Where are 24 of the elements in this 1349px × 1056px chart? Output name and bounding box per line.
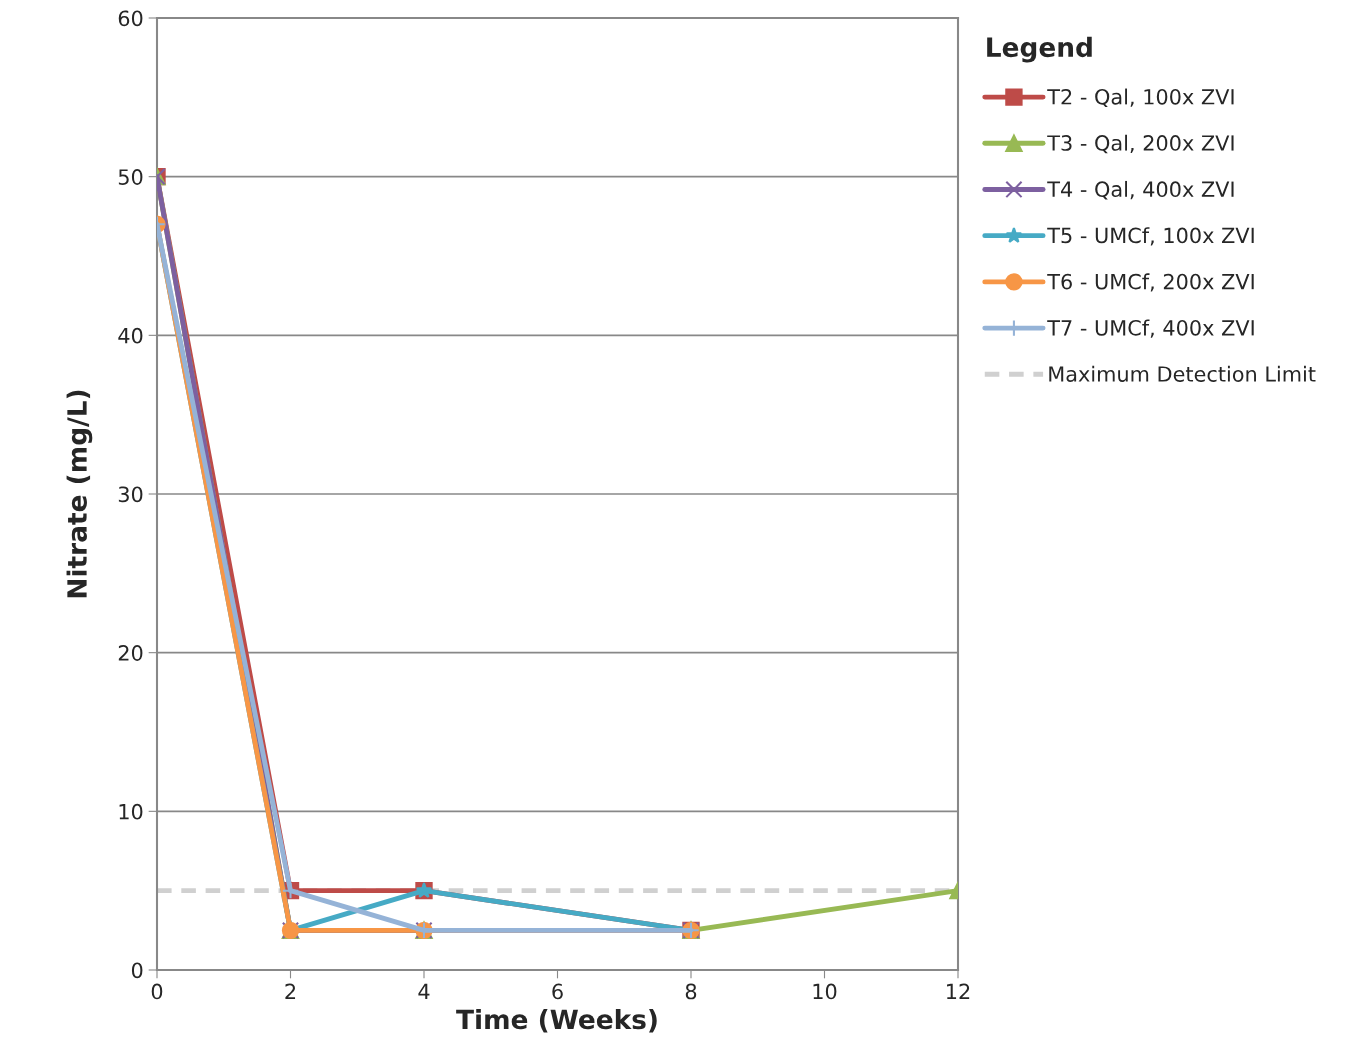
legend-label: T6 - UMCf, 200x ZVI <box>1047 273 1254 292</box>
legend-label: T2 - Qal, 100x ZVI <box>1047 88 1234 108</box>
y-tick-label: 60 <box>118 10 143 27</box>
x-axis-title: Time (Weeks) <box>456 1008 657 1033</box>
x-tick-label: 6 <box>552 983 563 1000</box>
y-axis-title: Nitrate (mg/L) <box>66 390 93 598</box>
x-tick-label: 4 <box>418 983 430 1000</box>
x-tick-label: 2 <box>285 983 296 1000</box>
legend-label: Maximum Detection Limit <box>1049 365 1316 382</box>
y-tick-label: 10 <box>119 803 143 820</box>
x-tick-label: 8 <box>685 983 697 1000</box>
legend-label: T7 - UMCf, 400x ZVI <box>1047 319 1254 338</box>
y-tick-label: 30 <box>118 486 143 503</box>
x-tick-label: 10 <box>813 983 837 1000</box>
y-tick-label: 40 <box>118 327 143 344</box>
legend-label: T3 - Qal, 200x ZVI <box>1047 134 1234 154</box>
legend-label: T5 - UMCf, 100x ZVI <box>1047 227 1254 246</box>
y-tick-label: 50 <box>118 169 143 185</box>
x-tick-label: 12 <box>947 983 970 1000</box>
legend-label: T4 - Qal, 400x ZVI <box>1047 180 1234 200</box>
y-tick-label: 20 <box>118 645 143 661</box>
x-tick-label: 0 <box>151 983 163 1000</box>
legend-title: Legend <box>987 36 1092 63</box>
y-tick-label: 0 <box>131 962 143 979</box>
